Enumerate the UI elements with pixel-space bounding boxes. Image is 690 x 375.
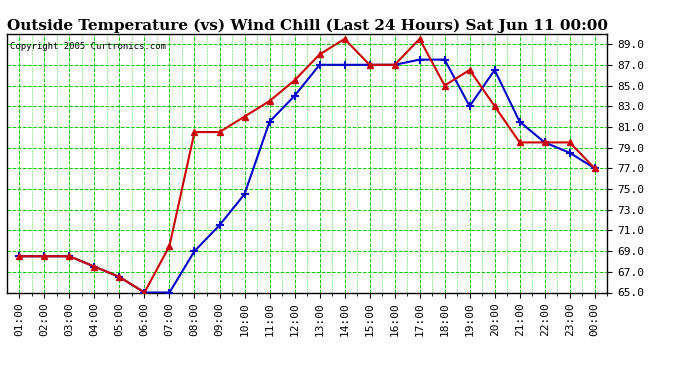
Title: Outside Temperature (vs) Wind Chill (Last 24 Hours) Sat Jun 11 00:00: Outside Temperature (vs) Wind Chill (Las… <box>6 18 608 33</box>
Text: Copyright 2005 Curtronics.com: Copyright 2005 Curtronics.com <box>10 42 166 51</box>
